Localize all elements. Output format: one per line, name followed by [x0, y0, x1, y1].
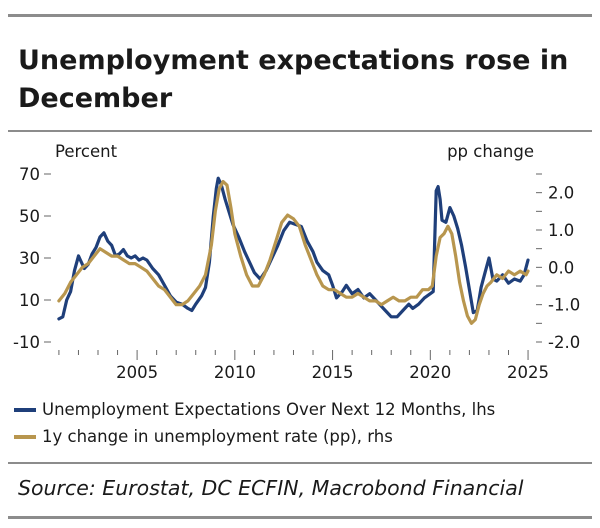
right-tick-label: 1.0	[548, 221, 574, 240]
left-tick-label: 50	[19, 207, 40, 226]
left-tick-label: 70	[19, 165, 40, 184]
right-tick-label: -1.0	[548, 296, 580, 315]
right-tick-label: -2.0	[548, 333, 580, 352]
left-tick-label: 10	[19, 291, 40, 310]
right-axis-title: pp change	[447, 142, 534, 161]
left-axis-title: Percent	[55, 142, 118, 161]
legend-swatch-expectations	[14, 407, 36, 412]
legend-divider	[8, 462, 592, 464]
legend-swatch-unemployment-change	[14, 434, 36, 439]
top-rule	[8, 14, 592, 17]
chart-title: Unemployment expectations rose in Decemb…	[18, 45, 569, 114]
chart-area: Percent pp change -10 10 30 50 70 -2.0 -1.0 0.0 1.…	[13, 142, 580, 382]
x-tick-label: 2010	[214, 363, 256, 382]
title-divider	[8, 130, 592, 132]
x-tick-label: 2020	[409, 363, 451, 382]
chart-series	[57, 176, 530, 325]
x-tick-label: 2005	[116, 363, 158, 382]
right-tick-label: 2.0	[548, 184, 574, 203]
legend-label-unemployment-change: 1y change in unemployment rate (pp), rhs	[42, 427, 393, 446]
bottom-rule	[8, 516, 592, 519]
x-tick-label: 2015	[312, 363, 354, 382]
source-note: Source: Eurostat, DC ECFIN, Macrobond Fi…	[18, 476, 524, 500]
chart-axes: Percent pp change -10 10 30 50 70 -2.0 -1.0 0.0 1.…	[13, 142, 580, 382]
legend-item-unemployment-change: 1y change in unemployment rate (pp), rhs	[14, 427, 393, 446]
series-line-expectations	[57, 176, 530, 321]
series-line-unemployment-change	[57, 179, 530, 325]
legend-item-expectations: Unemployment Expectations Over Next 12 M…	[14, 400, 495, 419]
right-tick-label: 0.0	[548, 258, 574, 277]
x-tick-label: 2025	[507, 363, 549, 382]
left-tick-label: -10	[13, 333, 40, 352]
left-tick-label: 30	[19, 249, 40, 268]
legend-label-expectations: Unemployment Expectations Over Next 12 M…	[42, 400, 496, 419]
